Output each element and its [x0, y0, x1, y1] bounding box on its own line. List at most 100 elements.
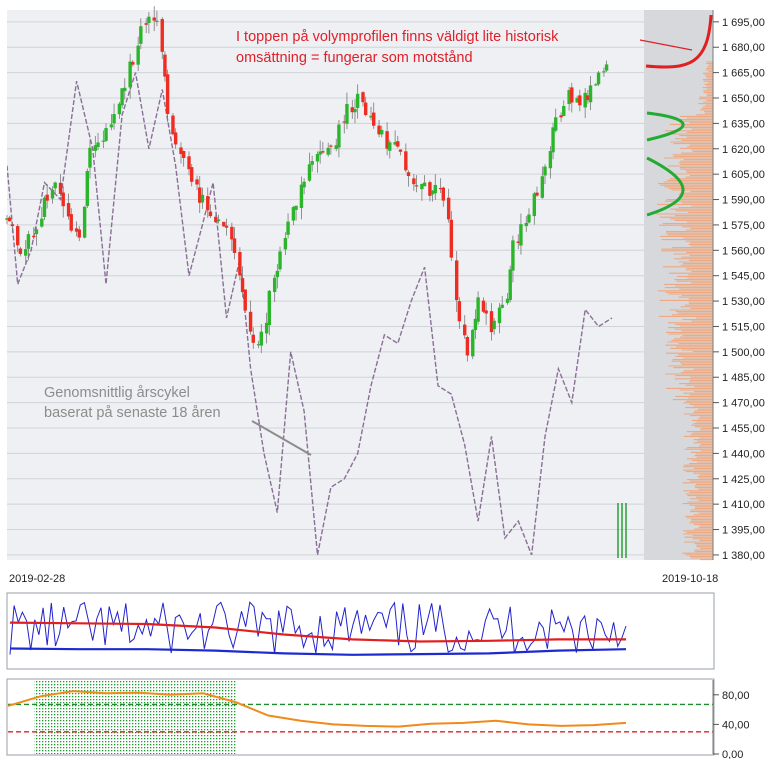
candle-up: [264, 322, 269, 334]
candle-down: [342, 121, 346, 123]
y-tick-label: 1 620,00: [722, 144, 765, 156]
candle-up: [104, 128, 108, 141]
candle-down: [481, 300, 486, 312]
candle-down: [251, 334, 255, 343]
candle-up: [420, 183, 424, 190]
candle-up: [594, 84, 598, 86]
candle-up: [315, 154, 320, 162]
candle-down: [66, 203, 71, 217]
resistance-annotation-line-1: I toppen på volymprofilen finns väldigt …: [236, 29, 559, 45]
candle-up: [602, 71, 606, 73]
candle-down: [489, 311, 494, 333]
candle-up: [548, 151, 553, 169]
candle-up: [5, 218, 9, 220]
candle-down: [214, 216, 218, 223]
candle-up: [471, 329, 475, 357]
candle-down: [179, 147, 183, 155]
candle-up: [310, 161, 314, 165]
candle-up: [278, 251, 282, 270]
y-tick-label: 1 680,00: [722, 42, 765, 54]
y-tick-label: 1 605,00: [722, 169, 765, 181]
y-tick-label: 1 530,00: [722, 296, 765, 308]
candle-down: [61, 192, 65, 207]
candle-down: [165, 74, 170, 115]
y-tick-label: 1 560,00: [722, 245, 765, 257]
candle-up: [128, 61, 132, 88]
candle-down: [187, 156, 191, 170]
candle-up: [527, 214, 531, 223]
candle-down: [406, 172, 411, 177]
candle-down: [198, 187, 202, 203]
candle-up: [422, 182, 427, 187]
candle-down: [152, 17, 156, 21]
candle-up: [112, 114, 116, 124]
oscillator-mid-line: [9, 621, 626, 643]
candle-up: [369, 115, 373, 118]
candle-down: [441, 187, 446, 201]
candle-up: [497, 307, 502, 324]
candle-up: [500, 304, 504, 308]
candle-down: [45, 194, 49, 201]
indicator-line: [7, 690, 627, 728]
candle-up: [200, 194, 205, 203]
candle-up: [302, 181, 306, 188]
candle-up: [147, 16, 151, 24]
candle-up: [50, 189, 55, 199]
candle-up: [355, 93, 360, 108]
candle-down: [396, 141, 400, 147]
oscillator-lines: [9, 601, 627, 656]
candlesticks: [5, 6, 609, 362]
y-tick-label: 1 575,00: [722, 220, 765, 232]
support-bracket-lower: [646, 156, 685, 217]
candle-down: [321, 151, 325, 153]
candle-down: [232, 238, 237, 253]
candle-up: [24, 249, 28, 256]
candle-up: [117, 103, 122, 115]
candle-down: [206, 196, 210, 211]
candle-down: [208, 211, 213, 217]
volume-profile: [655, 61, 713, 561]
candle-up: [532, 193, 537, 217]
candle-down: [363, 102, 368, 115]
candle-up: [120, 88, 124, 106]
candle-down: [414, 185, 419, 187]
cycle-pointer: [251, 420, 312, 456]
candle-down: [350, 107, 354, 113]
candle-up: [540, 176, 545, 198]
candle-up: [216, 219, 221, 222]
candle-up: [583, 92, 587, 108]
candle-up: [42, 197, 47, 218]
candle-down: [18, 248, 23, 254]
y-tick-label: 1 455,00: [722, 423, 765, 435]
candle-up: [476, 297, 480, 322]
candle-down: [484, 310, 488, 314]
x-tick-end: 2019-10-18: [662, 573, 718, 585]
candle-down: [240, 278, 245, 293]
candle-up: [123, 87, 127, 92]
x-tick-start: 2019-02-28: [9, 573, 65, 585]
candle-up: [88, 147, 92, 168]
candle-up: [139, 26, 143, 44]
candle-up: [575, 97, 579, 103]
y-tick-label: 1 665,00: [722, 68, 765, 80]
candle-down: [69, 214, 73, 231]
price-plot-area: [7, 10, 644, 560]
candle-down: [454, 260, 459, 301]
candle-up: [40, 218, 44, 227]
y-tick-label: 1 440,00: [722, 448, 765, 460]
candle-up: [272, 277, 277, 293]
indicator-tick-label: 80,00: [722, 690, 750, 702]
price-axis: 1 695,00 1 680,00 1 665,00 1 650,00 1 635,00…: [713, 17, 765, 562]
candle-up: [93, 145, 98, 151]
candle-down: [449, 219, 454, 258]
candle-up: [256, 344, 261, 346]
candle-down: [329, 145, 333, 147]
y-tick-label: 1 545,00: [722, 271, 765, 283]
candle-down: [412, 178, 416, 185]
candle-up: [283, 237, 288, 250]
candle-up: [101, 140, 106, 142]
candle-up: [430, 190, 435, 195]
candle-down: [243, 289, 247, 311]
candle-up: [345, 103, 349, 124]
candle-up: [155, 20, 159, 22]
